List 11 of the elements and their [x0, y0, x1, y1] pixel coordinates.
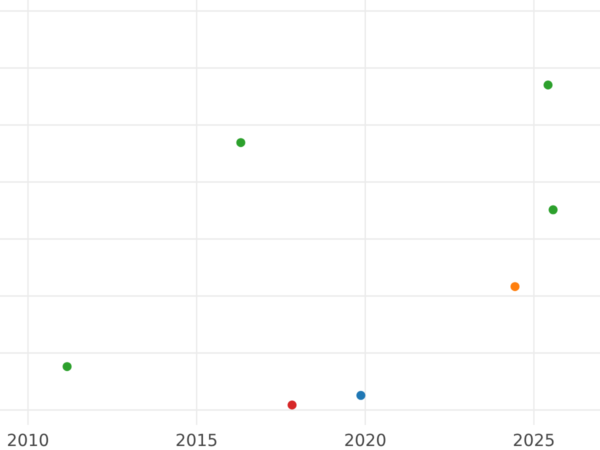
x-tick-label: 2020 [345, 434, 386, 446]
x-tick-label: 2010 [8, 434, 48, 446]
x-tick-label: 2025 [514, 434, 554, 446]
point [548, 205, 558, 214]
point [288, 400, 297, 410]
point [236, 138, 246, 148]
point [510, 282, 520, 292]
point [62, 362, 72, 372]
x-tick-label: 2015 [176, 434, 216, 446]
point [356, 390, 366, 400]
point [544, 80, 553, 90]
